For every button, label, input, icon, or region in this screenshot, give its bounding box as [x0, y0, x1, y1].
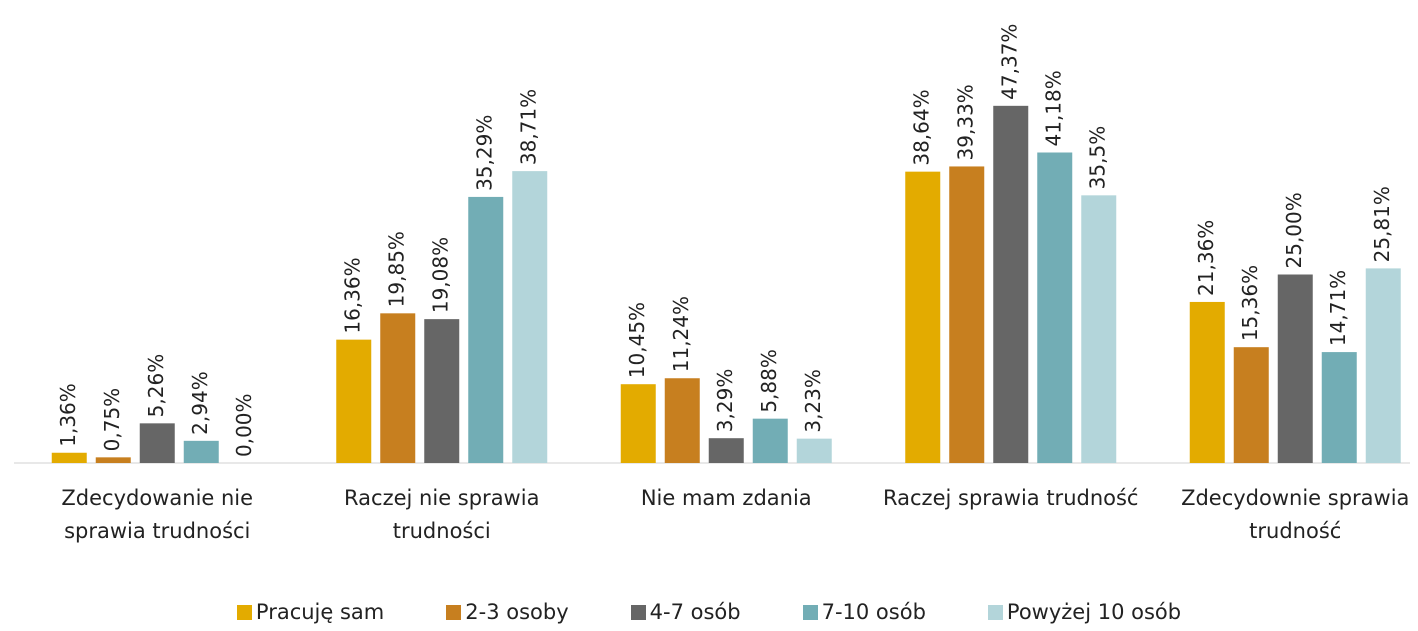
bar: [95, 457, 131, 463]
legend-item: 2-3 osoby: [446, 600, 569, 624]
bar: [1277, 274, 1313, 463]
value-label: 0,75%: [100, 388, 124, 452]
legend-label: Powyżej 10 osób: [1006, 600, 1182, 624]
legend-label: 7-10 osób: [821, 600, 926, 624]
bar: [752, 418, 788, 463]
bar: [139, 423, 175, 463]
legend-label: Pracuję sam: [255, 600, 385, 624]
value-label: 39,33%: [953, 84, 977, 160]
value-label: 0,00%: [232, 393, 256, 457]
bar: [949, 166, 985, 464]
x-tick-label: Raczej sprawia trudność: [883, 486, 1139, 510]
legend-label: 4-7 osób: [649, 600, 741, 624]
x-tick-label: Raczej nie sprawia trudności: [344, 486, 540, 543]
value-label: 10,45%: [625, 302, 649, 378]
value-label: 25,81%: [1370, 186, 1394, 262]
value-label: 41,18%: [1041, 70, 1065, 146]
x-tick-label: Zdecydownie sprawia trudność: [1181, 486, 1410, 543]
value-label: 25,00%: [1282, 192, 1306, 268]
legend: Pracuję sam 2-3 osoby 4-7 osób 7-10 osób Pow…: [0, 600, 1418, 624]
value-label: 35,29%: [472, 115, 496, 191]
value-label: 5,88%: [757, 349, 781, 413]
value-label: 35,5%: [1085, 126, 1109, 190]
value-label: 3,29%: [713, 369, 737, 433]
value-label: 19,08%: [428, 237, 452, 313]
bar: [468, 196, 504, 464]
legend-swatch: [987, 604, 1003, 620]
bar: [664, 378, 700, 463]
value-label: 47,37%: [997, 24, 1021, 100]
bar: [993, 105, 1029, 463]
legend-swatch: [802, 604, 818, 620]
legend-item: Pracuję sam: [236, 600, 385, 624]
value-label: 14,71%: [1326, 270, 1350, 346]
bar: [380, 313, 416, 463]
value-label: 19,85%: [384, 231, 408, 307]
x-tick-label: Nie mam zdania: [640, 486, 812, 510]
value-label: 38,64%: [909, 89, 933, 165]
bar: [1189, 301, 1225, 463]
legend-item: 7-10 osób: [802, 600, 926, 624]
legend-swatch: [630, 604, 646, 620]
bar: [512, 171, 548, 464]
legend-label: 2-3 osoby: [465, 600, 569, 624]
value-label: 3,23%: [801, 369, 825, 433]
value-label: 11,24%: [669, 296, 693, 372]
bar: [1321, 352, 1357, 463]
bar: [1037, 152, 1073, 463]
bar: [336, 339, 372, 463]
x-tick-label: Zdecydowanie nie sprawia trudności: [61, 486, 254, 543]
bar: [1081, 195, 1117, 463]
value-label: 15,36%: [1238, 265, 1262, 341]
value-label: 16,36%: [340, 257, 364, 333]
value-label: 38,71%: [516, 89, 540, 165]
value-label: 21,36%: [1194, 220, 1218, 296]
value-label: 1,36%: [56, 383, 80, 447]
bar: [708, 438, 744, 463]
legend-swatch: [236, 604, 252, 620]
value-label: 2,94%: [188, 371, 212, 435]
bar: [51, 452, 87, 463]
bar: [796, 438, 832, 463]
value-label: 5,26%: [144, 354, 168, 418]
legend-item: 4-7 osób: [630, 600, 741, 624]
legend-item: Powyżej 10 osób: [987, 600, 1182, 624]
bar: [905, 171, 941, 463]
bar: [183, 440, 219, 463]
bar: [1233, 347, 1269, 463]
legend-swatch: [446, 604, 462, 620]
bar: [424, 319, 460, 463]
bar: [620, 384, 656, 463]
bar: [1365, 268, 1401, 463]
